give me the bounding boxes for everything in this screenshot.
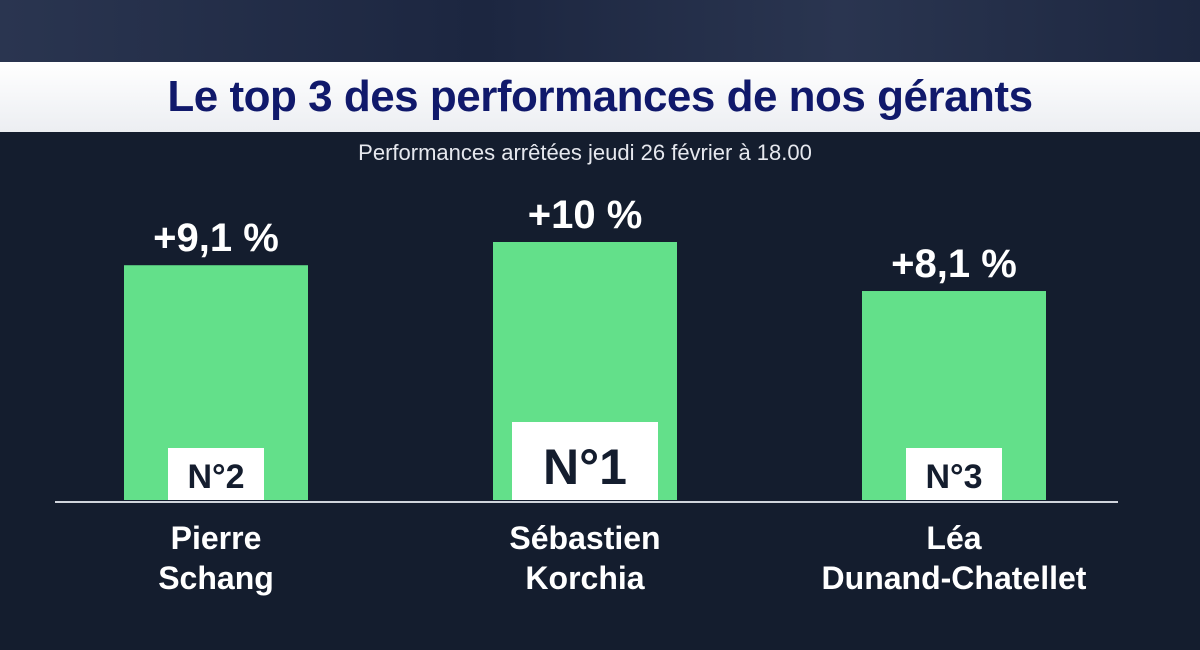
category-label: Schang: [158, 560, 274, 596]
header-background: [0, 0, 1200, 70]
bar-value-label: +10 %: [528, 193, 643, 237]
category-label: Sébastien: [509, 520, 660, 556]
rank-badge: [512, 422, 658, 500]
bar-value-label: +9,1 %: [153, 216, 279, 260]
bar-value-label: +8,1 %: [891, 242, 1017, 286]
category-label: Léa: [926, 520, 981, 556]
category-label: Pierre: [171, 520, 262, 556]
category-label: Dunand-Chatellet: [822, 560, 1087, 596]
rank-badge: [906, 448, 1002, 500]
chart-title: Le top 3 des performances de nos gérants: [167, 72, 1033, 121]
rank-label: N°1: [543, 439, 627, 495]
chart-subtitle: Performances arrêtées jeudi 26 février à…: [358, 140, 812, 165]
rank-badge: [168, 448, 264, 500]
title-banner: [0, 62, 1200, 132]
rank-label: N°2: [187, 458, 244, 496]
category-label: Korchia: [525, 560, 644, 596]
rank-label: N°3: [925, 458, 982, 496]
